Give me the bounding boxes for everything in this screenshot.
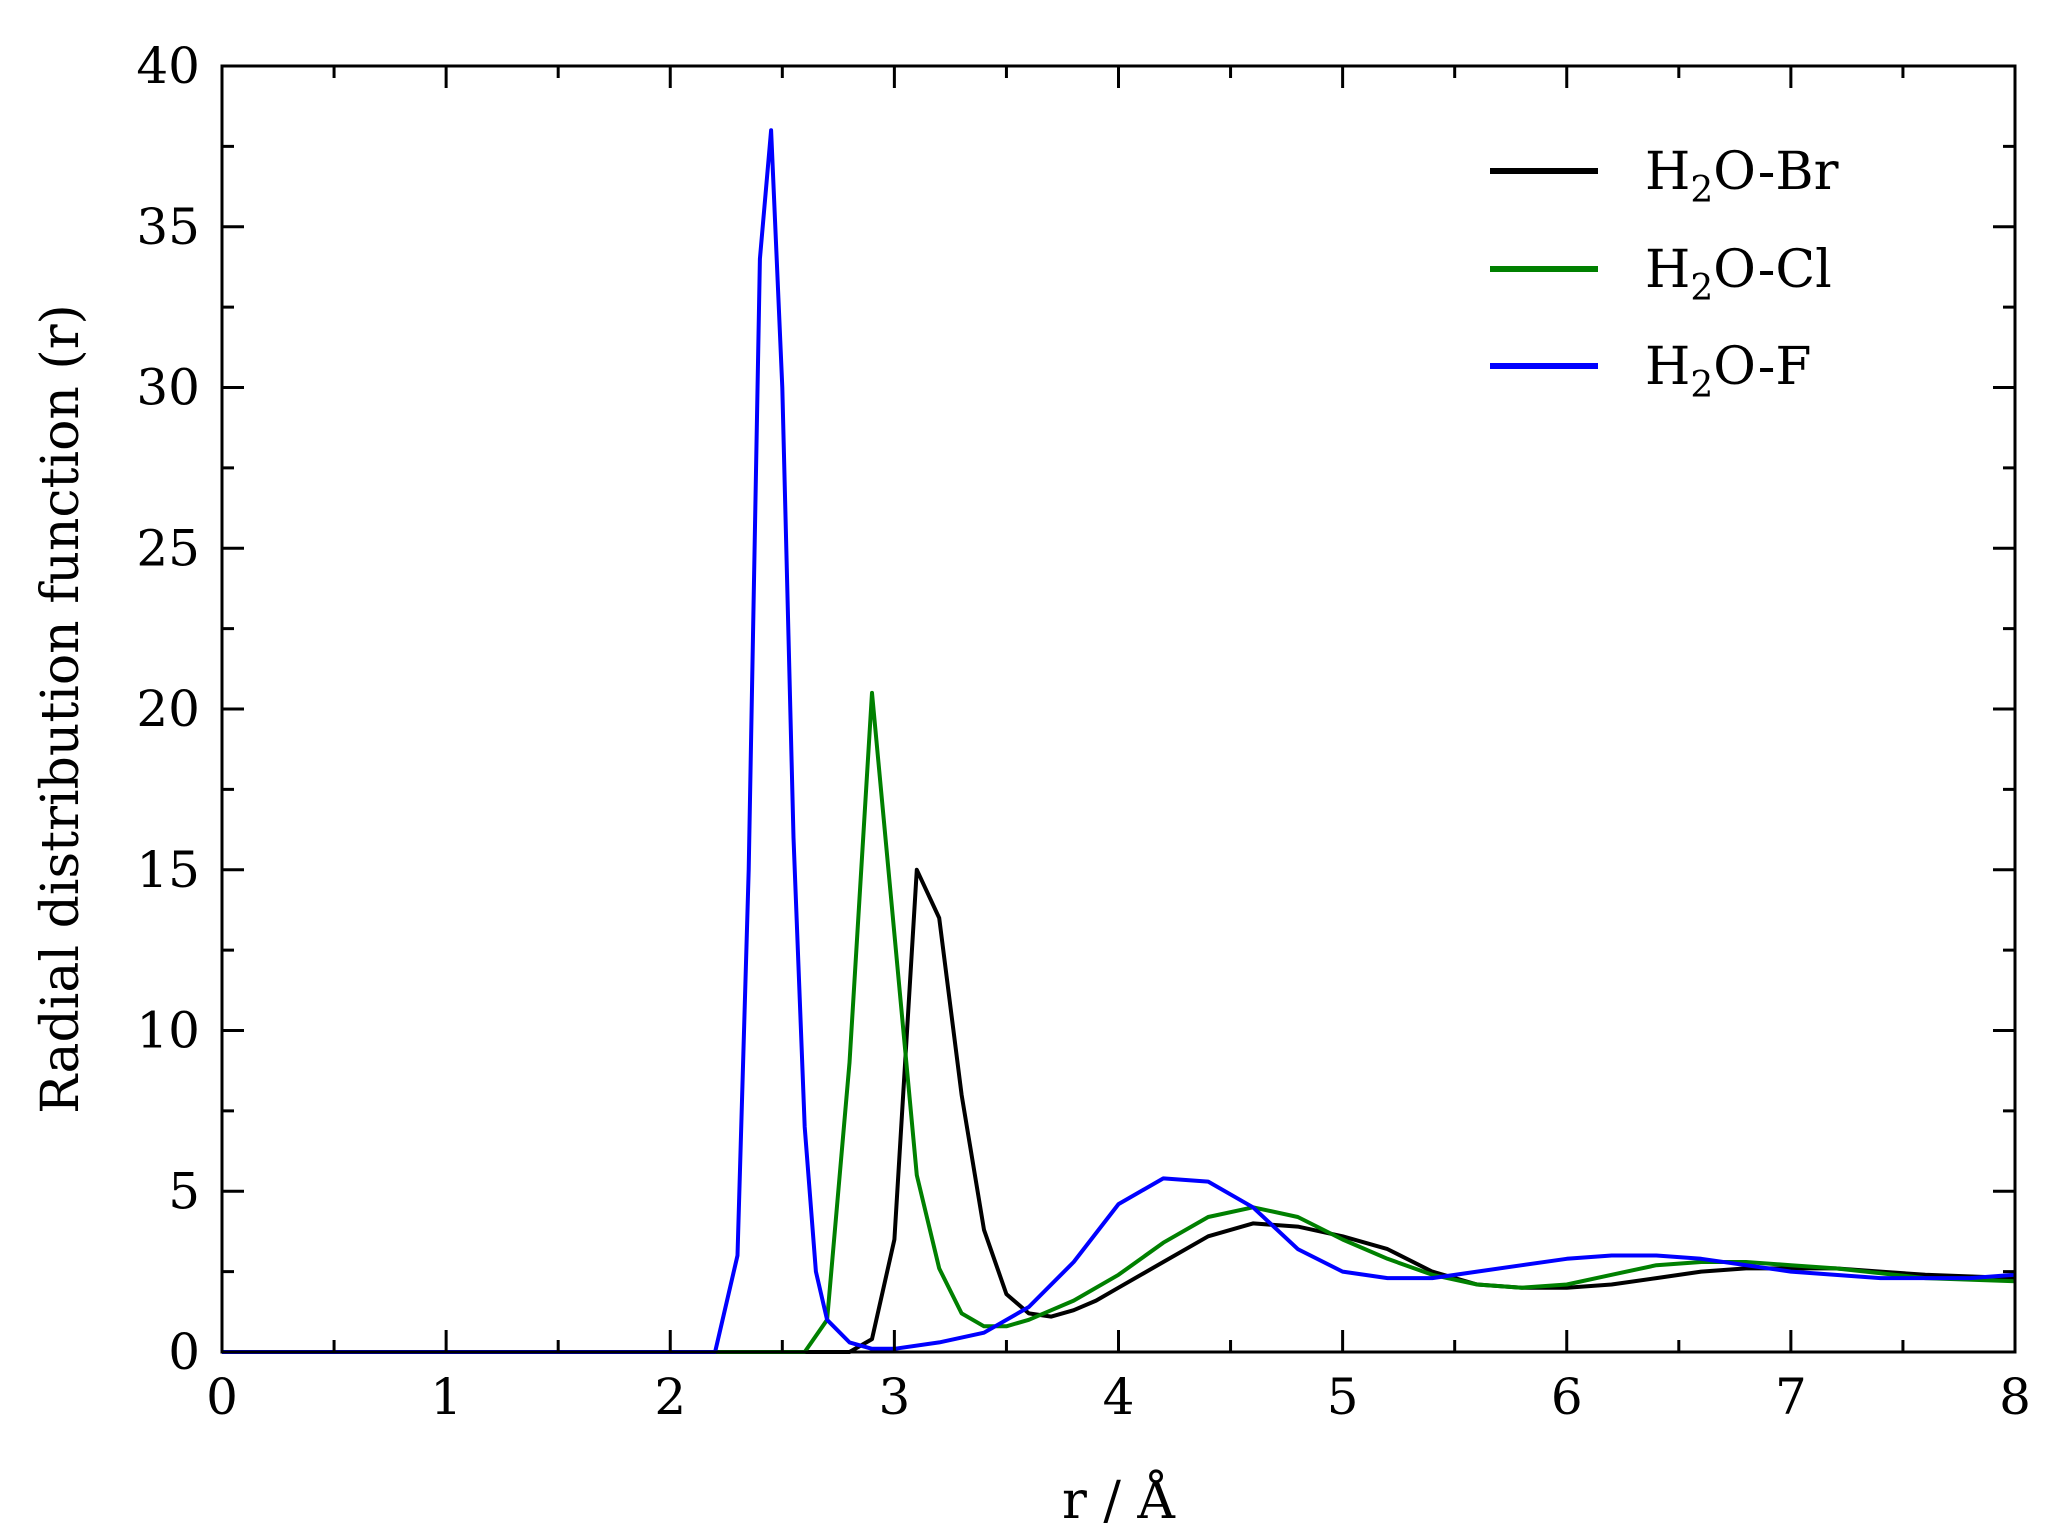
x-tick-label: 0 (206, 1368, 238, 1426)
series-line-3 (222, 128, 2016, 1354)
y-axis-label: Radial distribution function (r) (31, 304, 91, 1114)
y-tick-label: 30 (136, 359, 200, 417)
y-tick-label: 40 (136, 37, 200, 95)
y-tick-label: 5 (168, 1162, 200, 1220)
y-tick-label: 20 (136, 680, 200, 738)
legend-label-prefix: H (1645, 142, 1690, 202)
x-tick-label: 1 (430, 1368, 462, 1426)
y-tick-label: 15 (136, 841, 200, 899)
x-tick-label: 3 (878, 1368, 910, 1426)
ticks-layer (220, 64, 2017, 1354)
legend-label: H2O-Br (1645, 142, 1839, 211)
x-axis-label: r / Å (1062, 1469, 1176, 1528)
legend-label: H2O-F (1645, 337, 1811, 406)
legend-label-subscript: 2 (1690, 365, 1713, 406)
legend-label-suffix: O-Cl (1713, 240, 1832, 300)
y-tick-label: 35 (136, 198, 200, 256)
y-tick-label: 10 (136, 1002, 200, 1060)
series-line-1 (222, 867, 2016, 1354)
legend-label-subscript: 2 (1690, 268, 1713, 309)
y-tick-label: 0 (168, 1323, 200, 1381)
series-layer (222, 128, 2016, 1354)
y-tick-label: 25 (136, 519, 200, 577)
x-tick-label: 8 (1999, 1368, 2031, 1426)
series-line-2 (222, 690, 2016, 1354)
legend-label: H2O-Cl (1645, 240, 1832, 309)
legend-label-subscript: 2 (1690, 170, 1713, 211)
x-tick-label: 4 (1103, 1368, 1135, 1426)
tick-labels-layer: 0 1 2 3 4 5 6 7 8 0 5 10 15 20 25 30 35 40 (136, 37, 2031, 1426)
x-tick-label: 7 (1775, 1368, 1807, 1426)
x-tick-label: 6 (1551, 1368, 1583, 1426)
legend-label-suffix: O-Br (1713, 142, 1838, 202)
x-tick-label: 2 (654, 1368, 686, 1426)
legend-label-prefix: H (1645, 337, 1690, 397)
x-tick-label: 5 (1327, 1368, 1359, 1426)
legend-label-suffix: O-F (1713, 337, 1811, 397)
legend-label-prefix: H (1645, 240, 1690, 300)
